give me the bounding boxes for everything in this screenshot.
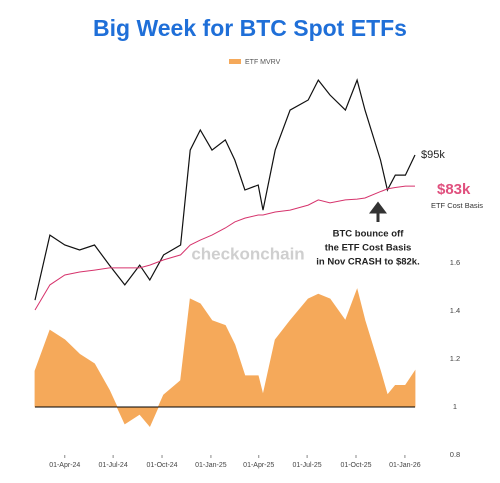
y-tick-label: 0.8 — [450, 450, 460, 459]
x-tick-label: 01-Apr-24 — [49, 462, 80, 469]
price-label: $95k — [421, 149, 445, 161]
cost-caption: ETF Cost Basis — [431, 201, 483, 210]
series-line — [34, 185, 415, 311]
chart-title: Big Week for BTC Spot ETFs — [93, 15, 407, 41]
annotation-line: in Nov CRASH to $82k. — [316, 257, 419, 268]
mvrv-area — [34, 288, 416, 427]
y-tick-label: 1.6 — [450, 258, 460, 267]
x-tick-label: 01-Oct-24 — [146, 462, 177, 469]
annotation-line: the ETF Cost Basis — [325, 243, 412, 254]
y-tick-label: 1.4 — [450, 306, 460, 315]
annotation-arrow — [369, 201, 387, 222]
x-tick-label: 01-Jul-25 — [293, 462, 322, 469]
legend-swatch — [229, 59, 241, 64]
x-tick-label: 01-Jan-25 — [195, 462, 227, 469]
x-tick-label: 01-Jul-24 — [99, 462, 128, 469]
x-tick-label: 01-Jan-26 — [389, 462, 421, 469]
y-tick-label: 1.2 — [450, 354, 460, 363]
annotation-line: BTC bounce off — [333, 229, 405, 240]
x-tick-label: 01-Apr-25 — [243, 462, 274, 469]
watermark: checkonchain — [191, 244, 304, 263]
y-tick-label: 1 — [453, 402, 457, 411]
x-tick-label: 01-Oct-25 — [340, 462, 371, 469]
legend-label: ETF MVRV — [245, 59, 281, 66]
cost-label: $83k — [437, 181, 471, 198]
